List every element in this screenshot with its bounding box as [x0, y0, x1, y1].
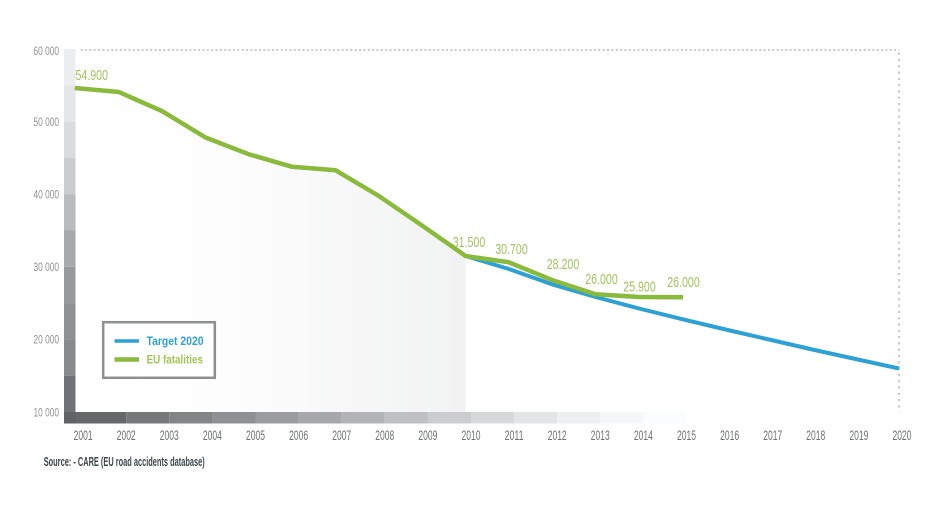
svg-text:10 000: 10 000	[34, 407, 60, 419]
svg-text:26.000: 26.000	[585, 271, 618, 288]
svg-text:31.500: 31.500	[453, 234, 486, 251]
svg-text:2006: 2006	[289, 427, 308, 443]
svg-text:2015: 2015	[677, 427, 696, 443]
svg-text:40 000: 40 000	[34, 190, 60, 202]
svg-text:Target 2020: Target 2020	[147, 334, 204, 348]
svg-text:2017: 2017	[763, 427, 782, 443]
svg-text:2001: 2001	[74, 427, 93, 443]
svg-text:2008: 2008	[375, 427, 394, 443]
svg-text:25.900: 25.900	[623, 279, 656, 296]
svg-text:2020: 2020	[893, 427, 912, 443]
svg-text:Source: - CARE (EU road accide: Source: - CARE (EU road accidents databa…	[44, 455, 205, 469]
svg-text:26.000: 26.000	[667, 274, 700, 291]
svg-text:2014: 2014	[634, 427, 653, 443]
svg-text:28.200: 28.200	[547, 256, 580, 273]
svg-text:2016: 2016	[720, 427, 739, 443]
svg-text:2005: 2005	[246, 427, 265, 443]
svg-text:2009: 2009	[418, 427, 437, 443]
svg-text:2019: 2019	[849, 427, 868, 443]
svg-text:2003: 2003	[160, 427, 179, 443]
svg-text:2002: 2002	[117, 427, 136, 443]
svg-text:2007: 2007	[332, 427, 351, 443]
svg-text:30 000: 30 000	[34, 262, 60, 274]
svg-text:2012: 2012	[548, 427, 567, 443]
svg-text:30.700: 30.700	[495, 241, 528, 258]
svg-text:2010: 2010	[462, 427, 481, 443]
svg-text:54.900: 54.900	[76, 67, 109, 84]
svg-text:2018: 2018	[806, 427, 825, 443]
svg-text:60 000: 60 000	[34, 46, 60, 58]
svg-text:20 000: 20 000	[34, 335, 60, 347]
svg-text:2011: 2011	[505, 427, 524, 443]
svg-text:EU fatalities: EU fatalities	[147, 353, 204, 367]
svg-text:2013: 2013	[591, 427, 610, 443]
svg-text:2004: 2004	[203, 427, 222, 443]
svg-text:50 000: 50 000	[34, 117, 60, 129]
